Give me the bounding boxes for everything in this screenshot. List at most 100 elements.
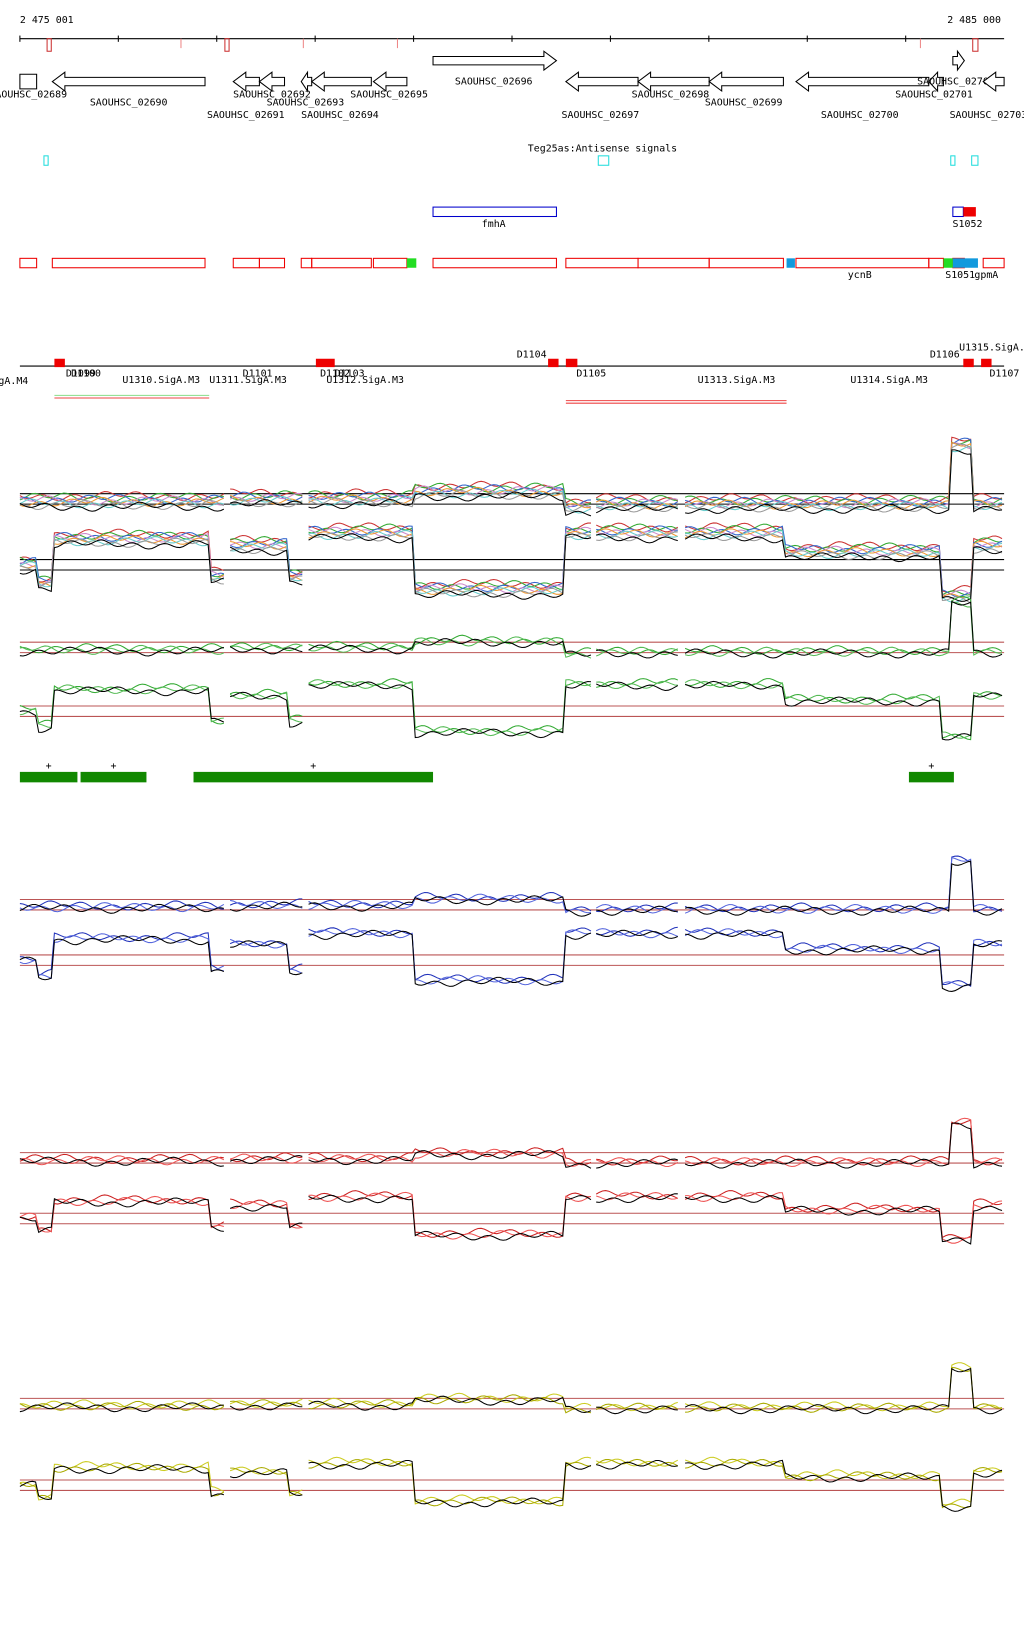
- signal-trace: [229, 1153, 303, 1164]
- gene-label: SAOUHSC_02695: [350, 89, 428, 100]
- ruler-end: 2 485 000: [947, 15, 1001, 26]
- signal-trace: [596, 649, 678, 659]
- signal-trace: [595, 903, 679, 914]
- signal-trace: [19, 644, 225, 655]
- signal-trace: [308, 893, 592, 914]
- gene-arrow: [795, 71, 930, 93]
- signal-trace: [684, 1195, 1003, 1245]
- segment: [193, 771, 434, 783]
- signal-trace: [19, 902, 225, 913]
- signal-trace: [229, 691, 303, 723]
- signal-trace: [684, 437, 1003, 507]
- ruler-marker: [972, 38, 979, 52]
- promoter-label: D1100: [71, 369, 101, 380]
- signal-trace: [229, 646, 303, 655]
- signal-trace: [684, 679, 1003, 739]
- signal-trace: [308, 891, 592, 912]
- segment: [19, 771, 78, 783]
- promoter-mark: [963, 358, 974, 368]
- signal-trace: [595, 1458, 679, 1467]
- segment: [80, 771, 147, 783]
- signal-trace: [19, 1156, 224, 1167]
- gene-box: [311, 257, 372, 269]
- gene-arrow: [708, 71, 784, 93]
- gene-box: [637, 257, 710, 269]
- signal-trace: [308, 485, 592, 510]
- signal-trace: [230, 940, 303, 976]
- gene-label: SAOUHSC_02691: [207, 110, 285, 121]
- ruler-marker: [46, 38, 52, 52]
- promoter-label: D1102: [320, 369, 350, 380]
- gene-arrow: [564, 71, 639, 93]
- signal-trace: [19, 1461, 225, 1501]
- feature-box: [406, 258, 417, 268]
- signal-trace: [308, 1150, 592, 1169]
- gene-label: SAOUHSC_02699: [705, 98, 783, 109]
- signal-trace: [229, 491, 303, 502]
- signal-trace: [230, 1466, 303, 1496]
- signal-trace: [684, 680, 1003, 741]
- signal-trace: [596, 1193, 678, 1204]
- signal-trace: [229, 534, 303, 577]
- signal-trace: [229, 691, 303, 728]
- signal-trace: [229, 492, 303, 502]
- gene-arrow: [982, 71, 1005, 93]
- signal-trace: [684, 678, 1003, 741]
- signal-trace: [596, 1401, 678, 1412]
- signal-trace: [19, 903, 224, 914]
- feature-box: [432, 206, 557, 218]
- segment-label: +: [310, 761, 316, 772]
- signal-trace: [595, 1190, 679, 1200]
- signal-trace: [230, 536, 303, 574]
- signal-trace: [596, 646, 678, 657]
- signal-trace: [308, 522, 591, 589]
- promoter-label: D1099: [66, 369, 96, 380]
- signal-trace: [596, 1459, 678, 1470]
- signal-trace: [685, 929, 1003, 992]
- signal-trace: [19, 933, 225, 980]
- promoter-label: D1101: [243, 369, 273, 380]
- signal-trace: [230, 495, 303, 506]
- segment-label: +: [111, 761, 117, 772]
- promoter-label: D1104: [517, 350, 547, 361]
- signal-trace: [19, 1195, 224, 1233]
- gene-box: [982, 257, 1005, 269]
- signal-trace: [229, 901, 303, 912]
- signal-trace: [230, 1198, 303, 1229]
- signal-trace: [684, 856, 1003, 914]
- signal-trace: [19, 499, 225, 510]
- signal-trace: [595, 681, 679, 692]
- signal-trace: [595, 928, 678, 939]
- gene-arrow: [952, 49, 966, 72]
- gene-arrow: [300, 70, 313, 93]
- signal-trace: [229, 499, 303, 507]
- feature-label: gpmA: [974, 270, 998, 281]
- signal-trace: [595, 1157, 679, 1168]
- antisense-mark: [43, 155, 49, 166]
- signal-trace: [308, 533, 592, 600]
- signal-trace: [596, 525, 678, 536]
- signal-trace: [596, 1155, 678, 1166]
- signal-trace: [308, 1190, 592, 1238]
- signal-trace: [308, 491, 592, 517]
- signal-trace: [229, 1466, 303, 1497]
- signal-trace: [684, 525, 1003, 598]
- promoter-label: U1311.SigA.M3: [209, 375, 287, 386]
- signal-trace: [595, 1402, 679, 1411]
- antisense-mark: [971, 155, 979, 166]
- signal-trace: [685, 1459, 1003, 1512]
- signal-trace: [308, 1392, 592, 1409]
- gene-label: SAOUHSC_02698: [632, 89, 710, 100]
- gene-label: SAOUHSC_02690: [90, 98, 168, 109]
- signal-trace: [308, 486, 592, 509]
- ruler-marker: [224, 38, 230, 52]
- signal-trace: [308, 523, 592, 591]
- gene-box: [19, 257, 38, 269]
- segment: [908, 771, 954, 783]
- promoter-label: D1105: [576, 369, 606, 380]
- signal-trace: [595, 504, 679, 514]
- gene-label: SAOUHSC_02693: [267, 98, 345, 109]
- promoter-label: D1103: [335, 369, 365, 380]
- signal-trace: [684, 1367, 1003, 1415]
